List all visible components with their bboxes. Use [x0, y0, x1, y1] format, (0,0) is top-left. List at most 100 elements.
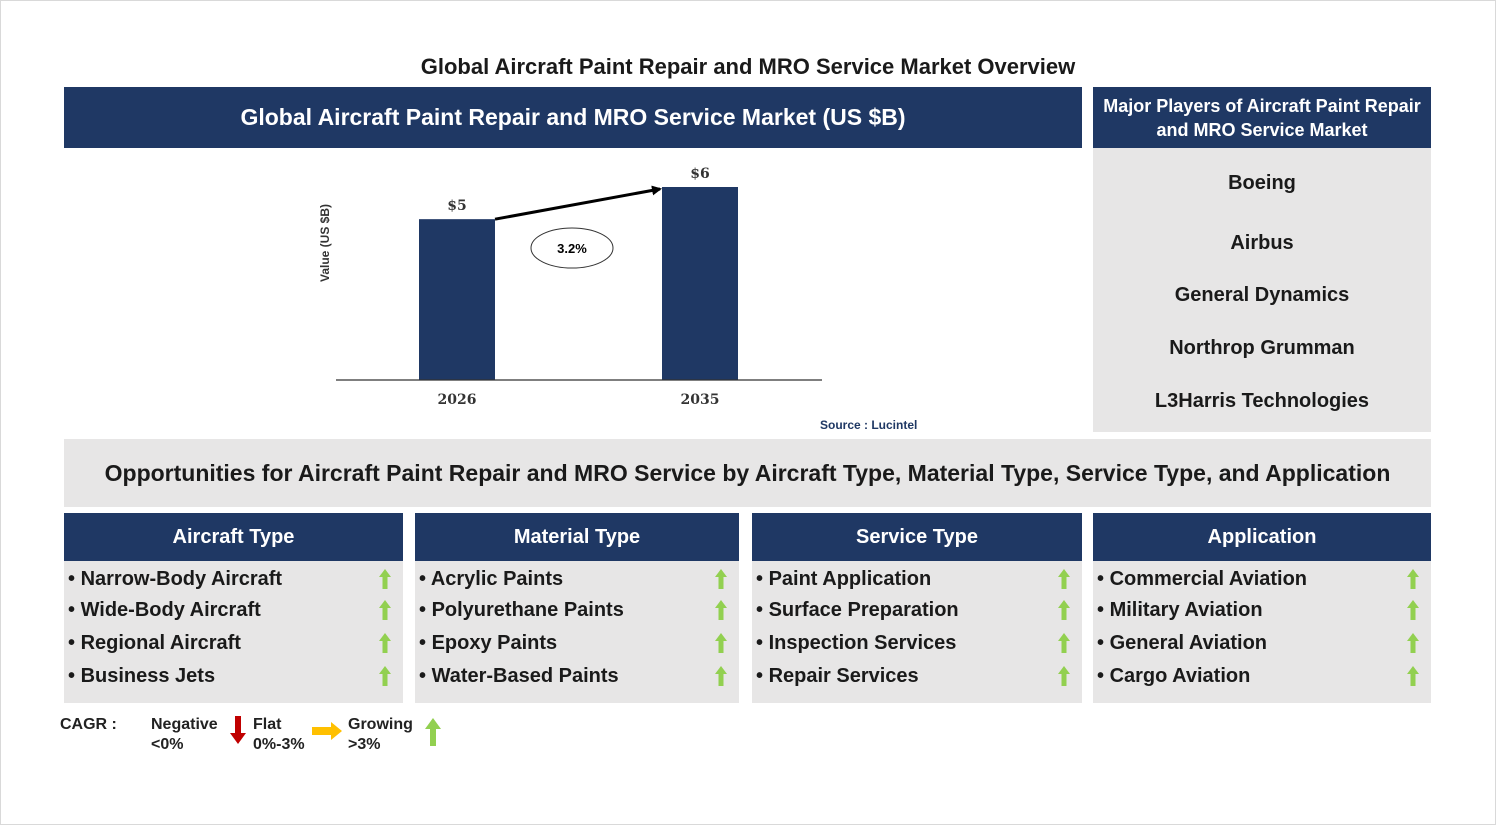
bullet: • [756, 632, 769, 654]
segment-item-label: Acrylic Paints [430, 568, 564, 590]
bar-2026 [419, 219, 495, 380]
growth-up-arrow-icon [1407, 600, 1419, 620]
cagr-label: 3.2% [557, 241, 587, 256]
bullet: • [756, 599, 769, 621]
segment-panel-material-type [415, 561, 739, 703]
segment-header-aircraft-type: Aircraft Type [64, 513, 403, 561]
page-title: Global Aircraft Paint Repair and MRO Ser… [420, 54, 1076, 79]
cagr-ellipse [530, 227, 614, 269]
bullet: • [68, 632, 81, 654]
segment-item-label: General Aviation [1109, 632, 1268, 654]
legend-label: CAGR : [60, 716, 117, 733]
opportunities-title: Opportunities for Aircraft Paint Repair … [64, 439, 1431, 507]
bullet: • [1097, 568, 1110, 590]
segment-item-label: Paint Application [768, 568, 932, 590]
segment-item-label: Cargo Aviation [1109, 665, 1251, 687]
down-arrow-icon [230, 716, 246, 744]
segment-item: • Water-Based Paints [419, 665, 619, 688]
bullet: • [419, 599, 432, 621]
legend-flat-label: Flat 0%-3% [253, 716, 305, 753]
right-arrow-icon [312, 722, 342, 740]
segment-item: • Acrylic Paints [419, 568, 563, 591]
segment-item: • Regional Aircraft [68, 632, 241, 655]
growth-up-arrow-icon [1058, 633, 1070, 653]
segment-item-label: Epoxy Paints [431, 632, 558, 654]
segment-item-label: Military Aviation [1109, 599, 1263, 621]
growth-up-arrow-icon [715, 666, 727, 686]
growth-up-arrow-icon [715, 569, 727, 589]
segment-item: • Polyurethane Paints [419, 599, 624, 622]
segment-item: • Wide-Body Aircraft [68, 599, 261, 622]
value-label: $6 [690, 166, 709, 182]
y-axis-label: Value (US $B) [318, 204, 332, 282]
players-panel [1093, 148, 1431, 432]
bullet: • [68, 568, 81, 590]
chart-header: Global Aircraft Paint Repair and MRO Ser… [64, 87, 1082, 148]
player-general-dynamics: General Dynamics [1174, 284, 1350, 306]
segment-item-label: Narrow-Body Aircraft [80, 568, 283, 590]
players-header: Major Players of Aircraft Paint Repair a… [1093, 87, 1431, 148]
growth-up-arrow-icon [715, 600, 727, 620]
segment-item: • Epoxy Paints [419, 632, 557, 655]
bullet: • [68, 599, 81, 621]
x-tick-label: 2035 [681, 392, 720, 408]
segment-item: • Cargo Aviation [1097, 665, 1250, 688]
legend-growing-label: Growing >3% [348, 716, 413, 753]
segment-item: • Inspection Services [756, 632, 956, 655]
growth-up-arrow-icon [379, 666, 391, 686]
segment-item: • Paint Application [756, 568, 931, 591]
segment-item: • Business Jets [68, 665, 215, 688]
growth-up-arrow-icon [1407, 569, 1419, 589]
segment-item-label: Water-Based Paints [431, 665, 619, 687]
segment-item-label: Commercial Aviation [1109, 568, 1308, 590]
legend-negative-label: Negative <0% [151, 716, 218, 753]
up-arrow-icon [425, 718, 441, 746]
bullet: • [419, 568, 431, 590]
growth-up-arrow-icon [1058, 666, 1070, 686]
bullet: • [68, 665, 81, 687]
player-l3harris: L3Harris Technologies [1154, 390, 1370, 412]
growth-up-arrow-icon [1407, 633, 1419, 653]
growth-up-arrow-icon [1407, 666, 1419, 686]
growth-up-arrow-icon [379, 569, 391, 589]
growth-up-arrow-icon [379, 633, 391, 653]
bullet: • [419, 665, 432, 687]
growth-up-arrow-icon [1058, 569, 1070, 589]
segment-item: • Narrow-Body Aircraft [68, 568, 282, 591]
segment-item-label: Repair Services [768, 665, 919, 687]
player-northrop-grumman: Northrop Grumman [1169, 337, 1355, 359]
segment-item-label: Wide-Body Aircraft [80, 599, 261, 621]
player-airbus: Airbus [1230, 232, 1294, 254]
segment-item: • Surface Preparation [756, 599, 959, 622]
bullet: • [1097, 599, 1110, 621]
growth-up-arrow-icon [1058, 600, 1070, 620]
value-label: $5 [447, 198, 466, 214]
segment-panel-service-type [752, 561, 1082, 703]
segment-item-label: Surface Preparation [768, 599, 959, 621]
segment-item: • Military Aviation [1097, 599, 1263, 622]
bullet: • [419, 632, 432, 654]
segment-panel-aircraft-type [64, 561, 403, 703]
segment-item-label: Inspection Services [768, 632, 957, 654]
market-bar-chart: Value (US $B) $5 2026 $6 2035 3.2% [318, 166, 822, 408]
segment-header-service-type: Service Type [752, 513, 1082, 561]
segment-item-label: Regional Aircraft [80, 632, 241, 654]
growth-up-arrow-icon [715, 633, 727, 653]
bar-2035 [662, 187, 738, 380]
segment-item: • General Aviation [1097, 632, 1267, 655]
x-tick-label: 2026 [438, 392, 477, 408]
bullet: • [756, 568, 769, 590]
bullet: • [1097, 665, 1110, 687]
growth-up-arrow-icon [379, 600, 391, 620]
cagr-arrow [494, 185, 662, 221]
bullet: • [1097, 632, 1110, 654]
segment-header-material-type: Material Type [415, 513, 739, 561]
segment-panel-application [1093, 561, 1431, 703]
segment-item: • Commercial Aviation [1097, 568, 1307, 591]
player-boeing: Boeing [1228, 172, 1296, 194]
segment-item-label: Business Jets [80, 665, 216, 687]
segment-header-application: Application [1093, 513, 1431, 561]
source-note: Source : Lucintel [820, 418, 918, 432]
bullet: • [756, 665, 769, 687]
segment-item: • Repair Services [756, 665, 919, 688]
